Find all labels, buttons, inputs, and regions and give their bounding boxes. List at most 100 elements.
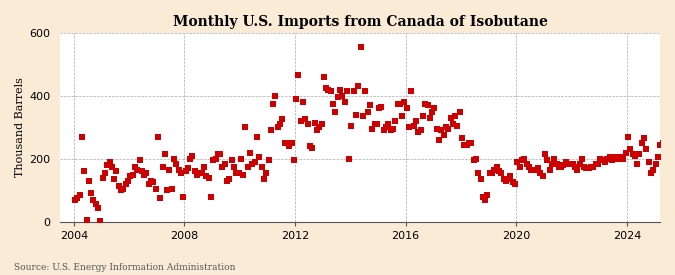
Point <box>296 119 306 123</box>
Point <box>76 134 87 139</box>
Point <box>524 164 535 169</box>
Point <box>118 186 129 191</box>
Point <box>415 128 426 133</box>
Point <box>325 89 336 93</box>
Point <box>339 100 350 104</box>
Point <box>291 97 302 101</box>
Point <box>245 150 256 155</box>
Point <box>130 164 140 169</box>
Point <box>472 171 483 175</box>
Point <box>185 156 196 161</box>
Point <box>92 205 103 210</box>
Point <box>102 163 113 167</box>
Point <box>581 166 592 170</box>
Point <box>560 160 571 164</box>
Point <box>247 161 258 166</box>
Point <box>512 160 522 164</box>
Point <box>634 152 645 156</box>
Point <box>125 174 136 178</box>
Point <box>265 128 276 133</box>
Point <box>402 106 412 111</box>
Point <box>335 87 346 92</box>
Point <box>369 122 380 127</box>
Point <box>330 109 341 114</box>
Point <box>139 172 150 177</box>
Point <box>379 128 389 133</box>
Point <box>256 164 267 169</box>
Point <box>314 125 325 130</box>
Point <box>272 125 283 130</box>
Point <box>201 174 212 178</box>
Point <box>321 86 331 90</box>
Point <box>238 172 248 177</box>
Point <box>565 161 576 166</box>
Point <box>120 182 131 186</box>
Point <box>475 177 486 182</box>
Point <box>614 156 624 161</box>
Point <box>583 166 594 170</box>
Point <box>323 87 334 92</box>
Point <box>224 177 235 182</box>
Point <box>662 138 672 142</box>
Point <box>155 196 165 200</box>
Point <box>669 122 675 127</box>
Point <box>385 128 396 133</box>
Point <box>134 158 145 163</box>
Point <box>226 158 237 163</box>
Point <box>84 179 95 183</box>
Point <box>252 134 263 139</box>
Point <box>604 155 615 160</box>
Point <box>454 109 465 114</box>
Point <box>215 152 225 156</box>
Point <box>595 156 605 161</box>
Point <box>162 188 173 192</box>
Point <box>622 134 633 139</box>
Point <box>505 174 516 178</box>
Point <box>508 180 518 185</box>
Point <box>673 164 675 169</box>
Point <box>383 122 394 127</box>
Point <box>632 161 643 166</box>
Point <box>221 179 232 183</box>
Point <box>533 166 543 170</box>
Point <box>627 152 638 156</box>
Point <box>304 144 315 148</box>
Point <box>433 138 444 142</box>
Point <box>443 127 454 131</box>
Point <box>425 116 435 120</box>
Point <box>143 182 154 186</box>
Point <box>547 161 558 166</box>
Point <box>450 114 460 119</box>
Point <box>219 161 230 166</box>
Point <box>664 136 675 141</box>
Point <box>544 167 555 172</box>
Point <box>70 198 80 202</box>
Point <box>477 194 488 199</box>
Point <box>164 167 175 172</box>
Point <box>146 179 157 183</box>
Point <box>86 191 97 196</box>
Point <box>169 156 180 161</box>
Point <box>537 174 548 178</box>
Point <box>574 161 585 166</box>
Point <box>496 171 507 175</box>
Point <box>641 147 652 152</box>
Point <box>159 152 170 156</box>
Point <box>671 158 675 163</box>
Point <box>387 127 398 131</box>
Point <box>136 169 147 174</box>
Point <box>327 101 338 106</box>
Point <box>88 197 99 202</box>
Point <box>298 100 308 104</box>
Point <box>364 103 375 108</box>
Point <box>210 156 221 161</box>
Point <box>151 186 161 191</box>
Point <box>123 179 134 183</box>
Point <box>487 171 497 175</box>
Point <box>72 196 83 200</box>
Point <box>371 122 382 127</box>
Point <box>404 125 414 130</box>
Point <box>141 171 152 175</box>
Point <box>572 167 583 172</box>
Point <box>438 133 449 138</box>
